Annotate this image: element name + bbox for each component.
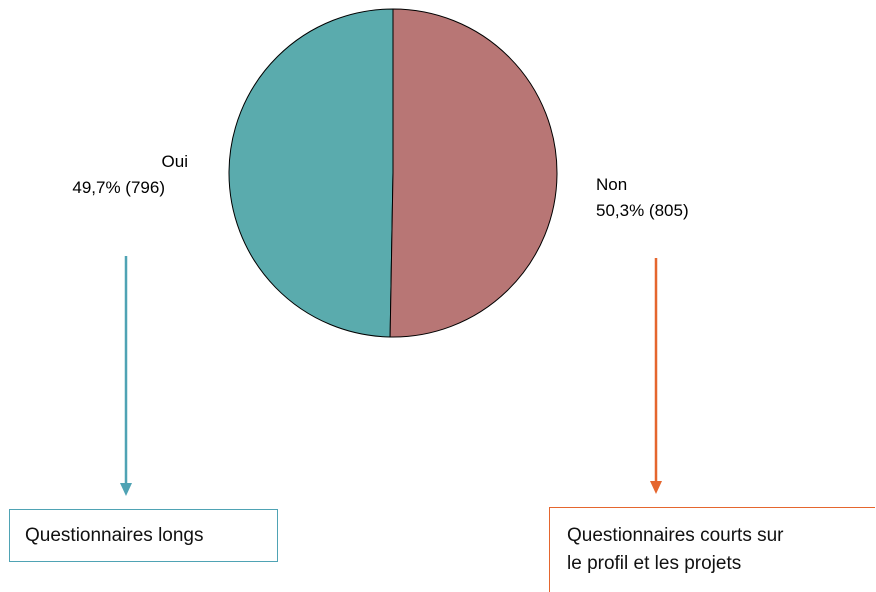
short-questionnaires-line1: Questionnaires courts sur (567, 525, 784, 546)
arrow-oui-icon (120, 256, 132, 496)
arrow-non-icon (650, 258, 662, 494)
long-questionnaires-box: Questionnaires longs (9, 509, 278, 562)
short-questionnaires-box: Questionnaires courts sur le profil et l… (549, 507, 875, 592)
long-questionnaires-label: Questionnaires longs (25, 525, 204, 546)
slice-value-oui: 49,7% (796) (72, 178, 165, 197)
pie-slice-non (389, 8, 558, 338)
slice-label-non: Non (596, 175, 627, 194)
pie-group (228, 8, 558, 338)
short-questionnaires-line2: le profil et les projets (567, 553, 742, 574)
slice-value-non: 50,3% (805) (596, 201, 689, 220)
slice-label-oui: Oui (162, 152, 188, 171)
pie-slice-oui (228, 8, 394, 338)
